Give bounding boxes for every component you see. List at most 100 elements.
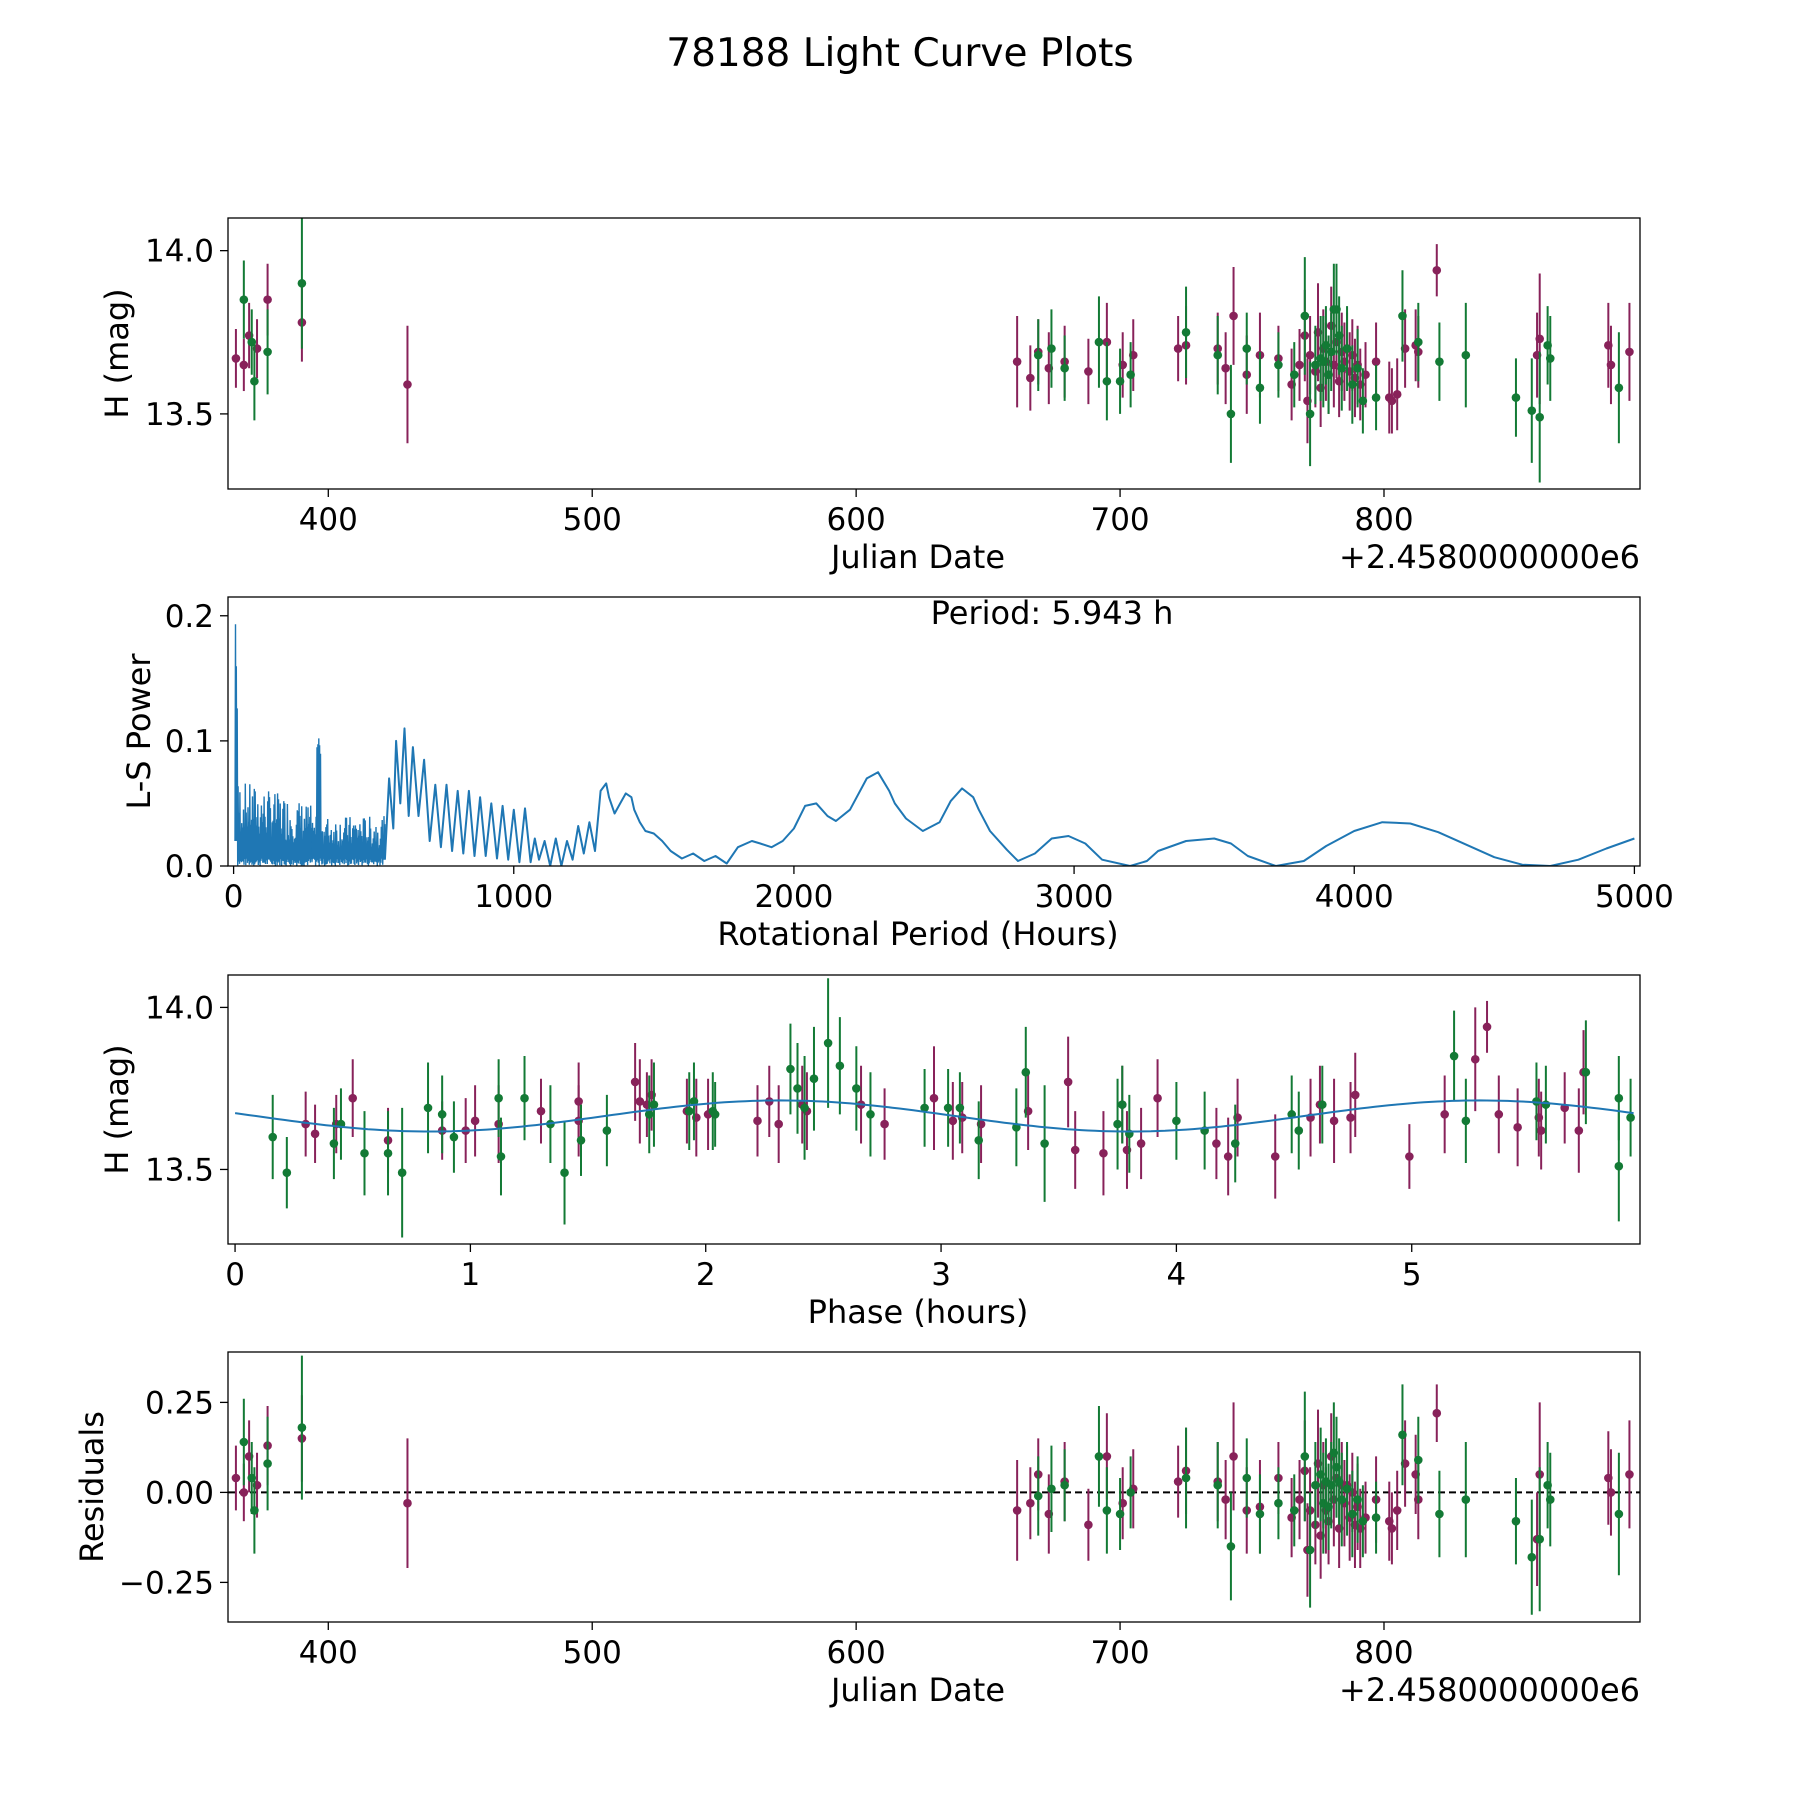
- y-tick-label: 0.25: [145, 1385, 214, 1421]
- x-tick-label: 3: [931, 1257, 951, 1293]
- filter-b-point: [250, 376, 259, 386]
- periodogram-line: [383, 727, 1635, 866]
- y-tick-label: 13.5: [145, 397, 214, 433]
- plot-area: [231, 218, 1634, 483]
- periodogram-noise-band: [234, 624, 313, 866]
- filter-b-point: [1337, 1495, 1347, 1504]
- filter-b-point: [1047, 344, 1056, 353]
- filter-a-point: [1173, 1477, 1183, 1486]
- filter-b-point: [496, 1152, 506, 1161]
- filter-b-point: [1300, 311, 1310, 321]
- filter-b-point: [1398, 1430, 1407, 1440]
- filter-a-point: [1012, 357, 1022, 366]
- filter-a-point: [1513, 1123, 1522, 1132]
- plot-area: [228, 1355, 1640, 1615]
- filter-a-point: [231, 1473, 241, 1483]
- filter-b-point: [793, 1084, 802, 1093]
- filter-b-point: [800, 1103, 809, 1113]
- filter-b-point: [1614, 1093, 1624, 1103]
- filter-b-point: [1117, 1100, 1127, 1109]
- filter-b-point: [1294, 1126, 1304, 1135]
- y-axis-label: Residuals: [73, 1411, 111, 1563]
- y-tick-label: −0.25: [119, 1565, 214, 1601]
- filter-a-point: [1063, 1077, 1073, 1087]
- filter-a-point: [403, 380, 412, 389]
- period-annotation: Period: 5.943 h: [931, 594, 1174, 632]
- filter-a-point: [403, 1498, 412, 1508]
- filter-b-point: [1461, 1495, 1471, 1504]
- filter-a-point: [1346, 1113, 1355, 1122]
- phase-folded-panel: 0 1 2 3 4 5 13.5 14.0 Phase (hours) H (mag): [98, 974, 1641, 1331]
- filter-b-point: [1527, 1552, 1537, 1562]
- filter-b-point: [920, 1103, 929, 1113]
- filter-b-point: [1342, 344, 1352, 353]
- x-tick-label: 400: [299, 502, 358, 538]
- axes-frame: [227, 217, 1641, 490]
- filter-b-point: [955, 1103, 965, 1113]
- filter-a-point: [1606, 1488, 1616, 1497]
- y-axis-label: H (mag): [98, 1044, 136, 1174]
- filter-a-point: [1371, 357, 1381, 366]
- axes-frame: [227, 596, 1641, 867]
- x-tick-label: 800: [1354, 1635, 1413, 1671]
- filter-b-point: [866, 1110, 875, 1119]
- filter-a-point: [1270, 1152, 1280, 1161]
- filter-b-point: [437, 1110, 447, 1119]
- filter-b-point: [823, 1038, 833, 1048]
- filter-b-point: [1435, 1509, 1444, 1519]
- filter-a-point: [1084, 367, 1093, 376]
- y-tick-label: 0.00: [145, 1475, 214, 1511]
- filter-b-point: [1318, 1100, 1327, 1109]
- filter-a-point: [231, 354, 241, 363]
- x-offset-label: +2.4580000000e6: [1339, 1671, 1640, 1709]
- y-tick-label: 0.1: [165, 724, 214, 760]
- filter-a-point: [1392, 390, 1402, 399]
- y-axis-label: L-S Power: [120, 653, 158, 810]
- x-tick-label: 2000: [754, 879, 833, 915]
- filter-a-point: [1295, 1495, 1304, 1504]
- filter-a-point: [1012, 1506, 1022, 1515]
- filter-a-point: [1229, 311, 1238, 321]
- plot-area: [234, 978, 1635, 1238]
- filter-a-point: [1440, 1110, 1449, 1119]
- filter-b-point: [1040, 1139, 1049, 1148]
- filter-b-point: [602, 1126, 612, 1135]
- x-tick-label: 700: [1090, 1635, 1149, 1671]
- filter-a-point: [753, 1116, 762, 1126]
- x-tick-label: 3000: [1035, 879, 1114, 915]
- filter-b-point: [689, 1097, 699, 1106]
- x-tick-label: 1000: [474, 879, 553, 915]
- axes-frame: [227, 974, 1641, 1245]
- filter-b-point: [1511, 393, 1521, 402]
- filter-b-point: [1414, 1455, 1423, 1465]
- filter-b-point: [1614, 1509, 1624, 1519]
- filter-a-point: [1026, 373, 1035, 383]
- filter-b-point: [1626, 1113, 1635, 1122]
- filter-b-point: [383, 1148, 393, 1158]
- filter-b-point: [1545, 354, 1555, 363]
- filter-a-point: [1350, 1090, 1360, 1100]
- filter-b-point: [1060, 363, 1069, 373]
- filter-b-point: [1449, 1051, 1459, 1061]
- filter-b-point: [360, 1148, 369, 1158]
- filter-b-point: [1305, 1545, 1315, 1555]
- filter-a-point: [880, 1119, 889, 1129]
- filter-a-point: [536, 1106, 546, 1116]
- filter-b-point: [1060, 1480, 1069, 1490]
- filter-b-point: [1094, 337, 1104, 347]
- y-tick-label: 0.0: [165, 849, 214, 885]
- x-tick-label: 600: [827, 1635, 886, 1671]
- filter-b-point: [1115, 376, 1125, 386]
- filter-a-point: [1432, 265, 1442, 275]
- filter-b-point: [1371, 1513, 1381, 1522]
- filter-b-point: [1289, 1506, 1299, 1515]
- filter-b-point: [329, 1139, 339, 1148]
- filter-b-point: [1181, 1473, 1191, 1483]
- y-axis-label: H (mag): [98, 288, 136, 418]
- filter-b-point: [1461, 350, 1471, 360]
- filter-b-point: [520, 1093, 529, 1103]
- filter-a-point: [1221, 1495, 1230, 1504]
- filter-b-point: [809, 1074, 819, 1084]
- x-axis-label: Julian Date: [829, 1671, 1005, 1709]
